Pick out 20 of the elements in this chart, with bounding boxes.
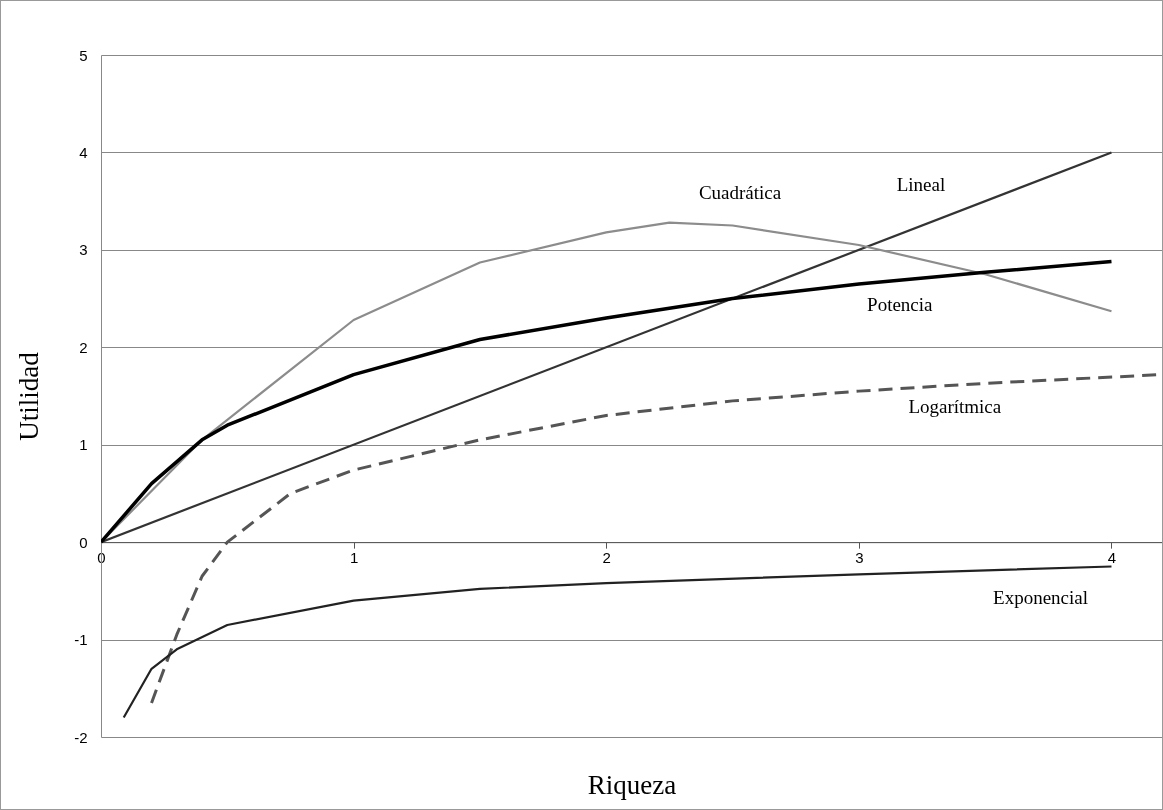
series-label: Exponencial <box>993 586 1088 608</box>
y-tick-label: 5 <box>79 46 88 64</box>
y-tick-label: 0 <box>79 533 88 551</box>
y-tick-label: 3 <box>79 241 88 259</box>
series-label: Cuadrática <box>698 181 782 203</box>
y-axis-title: Utilidad <box>14 351 45 441</box>
series-label: Lineal <box>896 173 946 195</box>
y-tick-label: -1 <box>74 631 88 649</box>
y-tick-label: 1 <box>79 436 88 454</box>
x-tick-label: 1 <box>349 548 359 566</box>
x-axis-title: Riqueza <box>587 769 677 800</box>
x-tick-label: 2 <box>602 548 611 566</box>
line-series <box>122 565 1113 719</box>
y-tick-label: 2 <box>79 338 88 356</box>
series-label: Logarítmica <box>908 395 1002 417</box>
x-tick-label: 4 <box>1107 548 1117 566</box>
y-tick-label: 4 <box>79 143 88 161</box>
y-tick-label: -2 <box>74 728 88 746</box>
series-label: Potencia <box>867 294 934 316</box>
x-tick-label: 3 <box>855 548 864 566</box>
